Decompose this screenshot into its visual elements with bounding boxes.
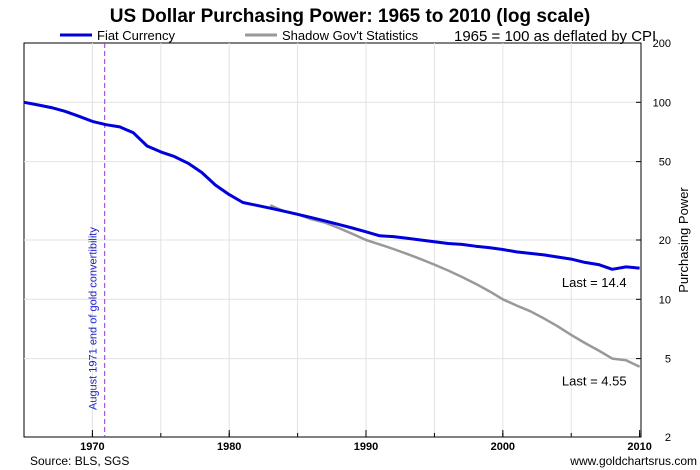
x-tick-label: 2010 — [627, 441, 651, 453]
y-axis: 2 5 10 20 50 100 200 — [636, 38, 671, 444]
y-tick-label: 5 — [665, 354, 671, 366]
y-tick-label: 100 — [653, 97, 671, 109]
chart-subtitle: 1965 = 100 as deflated by CPI — [454, 28, 656, 45]
x-axis: 1970 1980 1990 2000 2010 — [23, 430, 652, 453]
y-tick-label: 2 — [665, 432, 671, 444]
source-note: Source: BLS, SGS — [30, 454, 129, 468]
x-tick-label: 1980 — [217, 441, 241, 453]
legend-label-fiat: Fiat Currency — [97, 28, 176, 43]
chart-title: US Dollar Purchasing Power: 1965 to 2010… — [110, 6, 590, 27]
y-tick-label: 50 — [659, 157, 671, 169]
y-tick-label: 200 — [653, 38, 671, 50]
site-credit: www.goldchartsrus.com — [569, 454, 697, 468]
x-tick-label: 2000 — [491, 441, 515, 453]
series-shadow-govt-statistics — [269, 204, 641, 368]
y-tick-label: 10 — [659, 294, 671, 306]
x-tick-label: 1970 — [80, 441, 104, 453]
series-fiat-currency — [23, 100, 640, 271]
x-tick-label: 1990 — [354, 441, 378, 453]
legend-label-shadow: Shadow Gov't Statistics — [282, 28, 419, 43]
gold-convertibility-annotation: August 1971 end of gold convertibility — [88, 227, 100, 410]
y-axis-title: Purchasing Power — [676, 187, 691, 293]
last-value-label-shadow: Last = 4.55 — [562, 374, 627, 389]
last-value-label-fiat: Last = 14.4 — [562, 275, 627, 290]
grid — [24, 43, 641, 437]
y-tick-label: 20 — [659, 235, 671, 247]
